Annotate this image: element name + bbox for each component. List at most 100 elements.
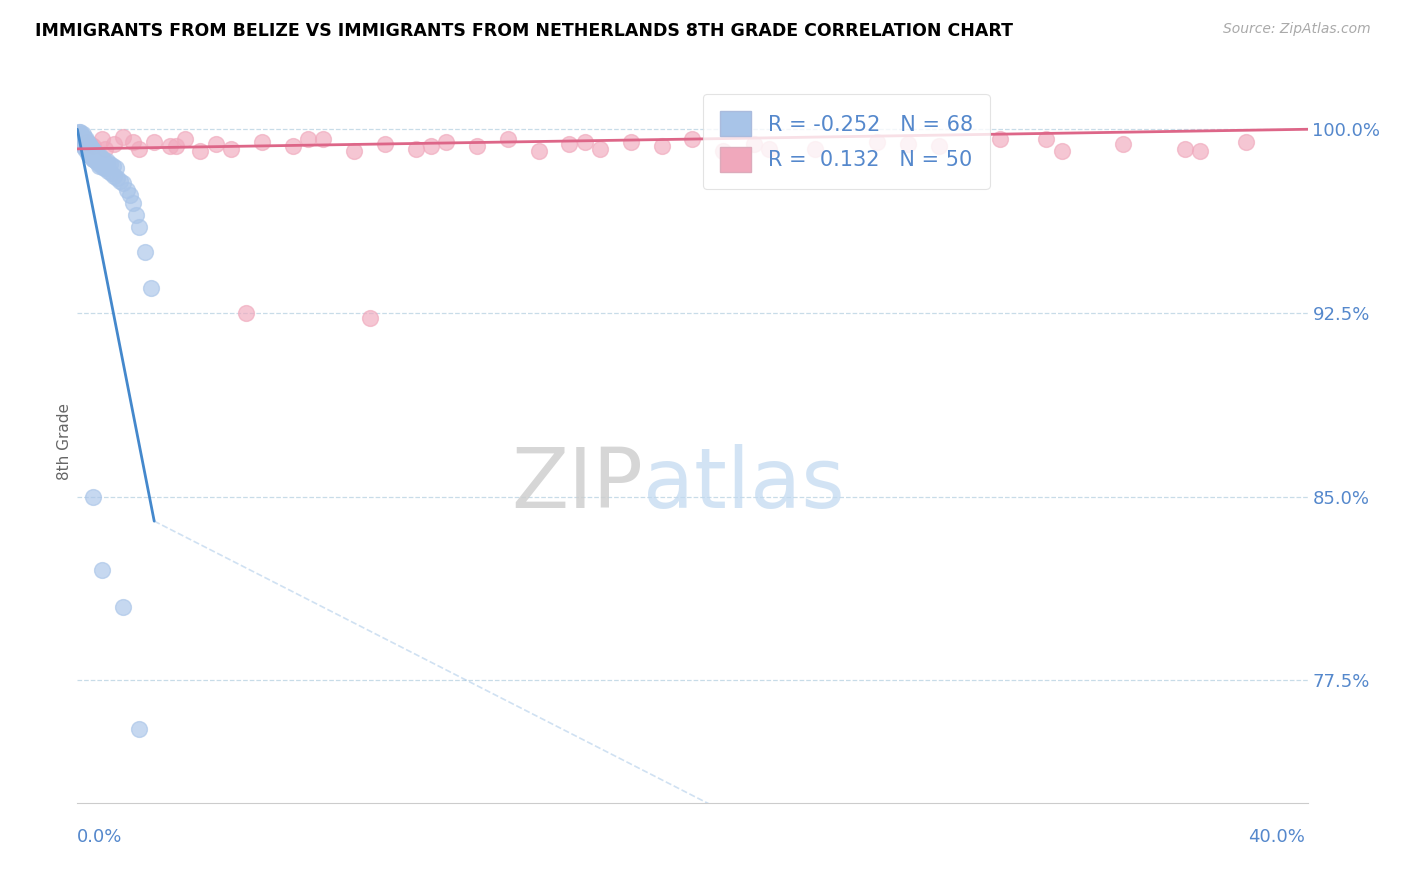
Point (128, 723, 150, 737)
Point (97, 164, 120, 178)
Point (1112, 136, 1135, 151)
Point (82, 490, 104, 504)
Y-axis label: 8th Grade: 8th Grade (56, 403, 72, 480)
Point (80, 149, 103, 163)
Point (112, 129, 135, 144)
Point (84, 146, 107, 161)
Point (104, 161, 127, 176)
Point (343, 145, 366, 159)
Point (105, 171, 128, 186)
Point (100, 166, 122, 180)
Point (82, 142, 104, 156)
Point (866, 135, 889, 149)
Point (219, 142, 242, 156)
Point (121, 135, 143, 149)
Point (79, 136, 101, 151)
Point (82, 139, 104, 153)
Point (76, 136, 98, 151)
Point (1050, 145, 1073, 159)
Point (103, 136, 125, 151)
Point (70, 135, 93, 149)
Point (742, 136, 765, 151)
Point (682, 132, 704, 146)
Point (112, 176, 135, 190)
Point (79, 146, 101, 161)
Point (89, 159, 111, 173)
Point (988, 132, 1011, 146)
Point (73, 139, 96, 153)
Point (80, 142, 103, 156)
Point (804, 142, 827, 156)
Point (89, 149, 111, 163)
Point (121, 195, 143, 210)
Point (103, 169, 125, 183)
Point (93, 161, 115, 176)
Point (77, 136, 100, 151)
Point (98, 156, 121, 170)
Point (79, 139, 101, 153)
Point (589, 142, 612, 156)
Point (128, 142, 150, 156)
Point (297, 132, 319, 146)
Point (134, 244, 156, 259)
Point (69, 127, 91, 141)
Point (86, 146, 108, 161)
Point (115, 184, 138, 198)
Point (93, 152, 115, 166)
Point (1234, 135, 1257, 149)
Point (82, 152, 104, 166)
Point (465, 139, 488, 153)
Legend: R = -0.252   N = 68, R =  0.132   N = 50: R = -0.252 N = 68, R = 0.132 N = 50 (703, 95, 990, 189)
Point (128, 220, 150, 235)
Point (69, 125, 91, 139)
Point (90, 132, 114, 146)
Point (118, 188, 141, 202)
Point (174, 132, 197, 146)
Point (141, 281, 163, 295)
Point (72, 136, 94, 151)
Point (94, 161, 117, 176)
Point (1174, 142, 1197, 156)
Point (76, 145, 98, 159)
Point (1188, 145, 1211, 159)
Point (620, 135, 643, 149)
Point (70, 132, 93, 146)
Point (83, 145, 105, 159)
Point (101, 159, 124, 173)
Point (359, 310, 381, 325)
Point (67, 125, 90, 139)
Point (527, 145, 550, 159)
Text: 0.0%: 0.0% (77, 828, 122, 846)
Point (96, 156, 118, 170)
Point (235, 306, 257, 320)
Point (75, 132, 97, 146)
Point (190, 145, 212, 159)
Point (928, 139, 950, 153)
Point (70, 135, 93, 149)
Point (84, 154, 107, 169)
Point (69, 129, 91, 144)
Point (80, 149, 103, 163)
Point (67, 127, 90, 141)
Point (69, 129, 91, 144)
Text: Source: ZipAtlas.com: Source: ZipAtlas.com (1223, 22, 1371, 37)
Point (165, 139, 187, 153)
Point (87, 156, 110, 170)
Point (82, 152, 104, 166)
Point (758, 142, 780, 156)
Point (558, 136, 581, 151)
Point (77, 145, 100, 159)
Point (76, 142, 98, 156)
Point (73, 129, 96, 144)
Point (312, 132, 335, 146)
Text: atlas: atlas (644, 444, 845, 525)
Point (90, 563, 114, 577)
Point (496, 132, 519, 146)
Point (76, 135, 98, 149)
Point (69, 132, 91, 146)
Point (250, 135, 273, 149)
Point (405, 142, 427, 156)
Point (1035, 132, 1057, 146)
Point (125, 208, 148, 222)
Point (90, 152, 112, 166)
